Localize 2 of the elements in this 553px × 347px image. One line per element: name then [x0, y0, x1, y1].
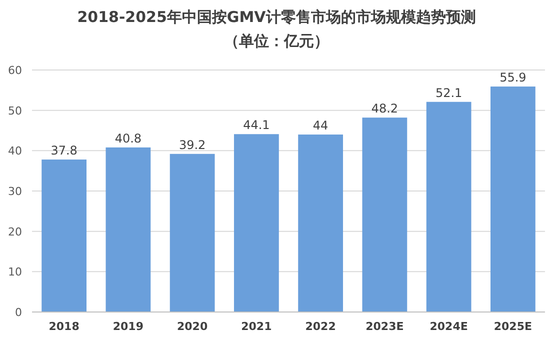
- subtitle: （单位：亿元）: [224, 32, 329, 50]
- title: 2018-2025年中国按GMV计零售市场的市场规模趋势预测: [77, 8, 476, 26]
